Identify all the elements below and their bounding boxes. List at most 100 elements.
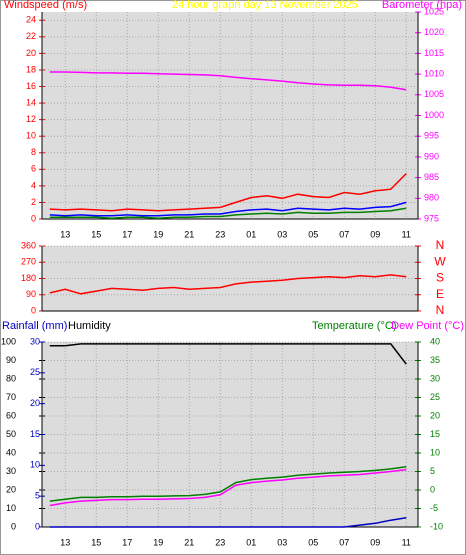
x-tick-label: 05 [308,229,318,239]
y-tick-label: 0 [11,521,16,531]
x-tick-label: 15 [91,229,101,239]
y2-tick-label: 1020 [424,27,444,37]
series-line [49,465,407,502]
x-tick-label: 03 [277,537,287,547]
x-tick-label: 15 [91,537,101,547]
y2-tick-label: E [436,287,444,301]
y2-tick-label: S [436,271,444,285]
y2-axis-label: Barometer (hpa) [382,0,462,11]
y-tick-label: 360 [21,240,36,250]
series-line [49,71,407,91]
y-tick-label: 10 [26,131,36,141]
x-tick-label: 05 [308,537,318,547]
series-line [49,517,407,528]
y2-tick-label: 995 [424,131,439,141]
y-tick-label: 6 [31,164,36,174]
plot-area [42,246,418,311]
x-tick-label: 09 [370,537,380,547]
x-tick-label: 23 [215,229,225,239]
x-tick-label: 13 [60,229,70,239]
y-tick-label: 24 [26,15,36,25]
y2-tick-label: 1015 [424,48,444,58]
x-tick-label: 21 [184,229,194,239]
y2-tick-label: 35 [430,355,440,365]
y2-tick-label: W [434,254,446,268]
y2-tick-label: N [436,238,445,252]
y-tick-label: 50 [6,429,16,439]
x-tick-label: 23 [215,537,225,547]
y-tick-label: 4 [31,180,36,190]
y2-tick-label: 5 [430,466,435,476]
series-name: Dew Point (°C) [391,320,464,332]
y2-tick-label: 30 [430,373,440,383]
y3-tick-label: 30 [30,336,40,346]
x-tick-label: 19 [153,537,163,547]
series-line [49,343,407,365]
y2-tick-label: 20 [430,410,440,420]
series-line [49,207,407,219]
x-tick-label: 11 [402,537,411,547]
y3-tick-label: 20 [30,398,40,408]
y-tick-label: 80 [6,373,16,383]
y2-tick-label: 975 [424,213,439,223]
x-tick-label: 01 [246,537,256,547]
y-tick-label: 90 [6,355,16,365]
series-name: Rainfall (mm) [2,320,67,332]
y2-tick-label: 1025 [424,6,444,16]
y3-tick-label: 25 [30,367,40,377]
x-tick-label: 21 [184,537,194,547]
plot-area [42,342,418,527]
y3-tick-label: 15 [30,429,40,439]
y-tick-label: 60 [6,410,16,420]
x-tick-label: 07 [339,537,349,547]
x-tick-label: 09 [370,229,380,239]
x-tick-label: 13 [60,537,70,547]
y-tick-label: 20 [6,484,16,494]
y-tick-label: 10 [6,503,16,513]
y-tick-label: 20 [26,48,36,58]
y-tick-label: 40 [6,447,16,457]
x-tick-label: 17 [122,537,132,547]
series-line [49,468,407,507]
y2-tick-label: 25 [430,392,440,402]
x-tick-label: 01 [246,229,256,239]
series-name: Temperature (°C) [312,320,396,332]
x-tick-label: 07 [339,229,349,239]
y2-tick-label: 1010 [424,68,444,78]
chart-title: 24 hour graph day 13 November 2025 [172,0,358,11]
y2-tick-label: N [436,303,445,317]
plot-area [42,12,418,219]
y-tick-label: 2 [31,197,36,207]
series-line [49,201,407,217]
y-tick-label: 8 [31,147,36,157]
x-tick-label: 17 [122,229,132,239]
y3-tick-label: 0 [35,521,40,531]
y2-tick-label: 1000 [424,110,444,120]
y-tick-label: 22 [26,31,36,41]
y-axis-label: Windspeed (m/s) [4,0,87,11]
series-line [49,274,407,295]
series-name: Humidity [68,320,111,332]
y2-tick-label: 0 [430,484,435,494]
y2-tick-label: 980 [424,193,439,203]
y2-tick-label: 1005 [424,89,444,99]
y2-tick-label: 15 [430,429,440,439]
y-tick-label: 12 [26,114,36,124]
y2-tick-label: 985 [424,172,439,182]
y-tick-label: 70 [6,392,16,402]
y2-tick-label: 990 [424,151,439,161]
y-tick-label: 18 [26,64,36,74]
y-tick-label: 270 [21,257,36,267]
y2-tick-label: 40 [430,336,440,346]
y3-tick-label: 10 [30,460,40,470]
x-tick-label: 19 [153,229,163,239]
y-tick-label: 30 [6,466,16,476]
y-tick-label: 16 [26,81,36,91]
y-tick-label: 180 [21,273,36,283]
y-tick-label: 100 [1,336,16,346]
x-tick-label: 11 [402,229,411,239]
x-tick-label: 03 [277,229,287,239]
y2-tick-label: -10 [430,521,443,531]
y-tick-label: 0 [31,305,36,315]
